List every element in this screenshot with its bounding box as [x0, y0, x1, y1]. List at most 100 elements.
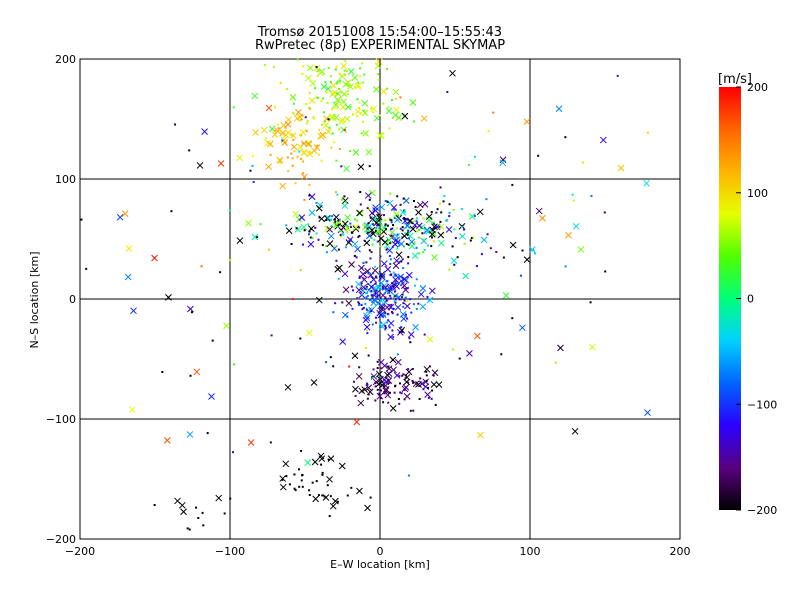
data-point-dot [336, 92, 339, 95]
data-point-dot [367, 282, 370, 285]
data-point-cross [401, 112, 409, 120]
data-point-dot [315, 232, 318, 235]
data-point-dot [315, 66, 318, 69]
data-point-dot [409, 341, 412, 344]
data-point-cross [125, 245, 133, 252]
data-point-dot [387, 319, 390, 322]
data-point-dot [335, 65, 338, 68]
data-point-dot [321, 123, 324, 126]
data-point-dot [382, 287, 385, 290]
data-point-dot [396, 195, 399, 198]
data-point-cross [351, 74, 359, 81]
data-point-dot [344, 246, 347, 249]
data-point-dot [366, 227, 369, 230]
data-point-dot [375, 321, 378, 324]
data-point-dot [384, 227, 387, 230]
data-point-dot [335, 259, 338, 262]
data-point-dot [294, 489, 297, 492]
data-point-cross [332, 221, 340, 229]
data-point-cross [201, 128, 208, 135]
data-point-dot [589, 301, 592, 304]
data-point-dot [331, 132, 334, 135]
data-point-dot [354, 394, 357, 397]
data-point-cross [426, 336, 434, 343]
data-point-dot [374, 292, 377, 295]
data-point-dot [341, 301, 344, 304]
data-point-dot [300, 157, 303, 160]
data-point-dot [389, 258, 392, 261]
data-point-cross [186, 431, 194, 438]
data-point-dot [325, 251, 328, 254]
data-point-dot [292, 102, 295, 105]
data-point-dot [406, 233, 409, 236]
data-point-dot [367, 354, 370, 357]
data-point-dot [351, 113, 354, 116]
data-point-dot [383, 314, 386, 317]
data-point-cross [459, 232, 466, 240]
data-point-dot [430, 397, 433, 400]
data-point-cross [346, 236, 354, 244]
data-point-dot [343, 128, 346, 131]
data-point-dot [425, 374, 428, 377]
data-point-dot [407, 243, 410, 246]
data-point-dot [386, 224, 389, 227]
data-point-dot [308, 91, 311, 94]
data-point-dot [407, 368, 410, 371]
data-point-cross [280, 136, 288, 144]
data-point-cross [326, 226, 334, 233]
data-point-dot [321, 97, 324, 100]
data-point-dot [369, 496, 372, 499]
data-point-cross [383, 241, 391, 249]
data-point-dot [564, 265, 567, 268]
data-point-dot [489, 247, 492, 250]
data-point-dot [382, 102, 385, 105]
data-point-cross [276, 156, 284, 164]
data-point-dot [393, 295, 396, 298]
data-point-dot [296, 155, 299, 158]
data-point-dot [487, 130, 490, 133]
data-point-dot [324, 81, 327, 84]
data-point-dot [379, 321, 382, 324]
data-point-dot [372, 368, 375, 371]
data-point-dot [313, 117, 316, 120]
data-point-cross [382, 287, 390, 295]
data-point-dot [188, 528, 191, 531]
data-point-dot [298, 485, 301, 488]
data-point-cross [395, 294, 403, 301]
data-point-dot [302, 65, 305, 68]
data-point-dot [358, 275, 361, 278]
data-point-dot [270, 334, 273, 337]
data-point-cross [300, 140, 308, 147]
data-point-dot [342, 233, 345, 236]
data-point-dot [335, 123, 338, 126]
data-point-cross [332, 103, 340, 111]
data-point-cross [435, 381, 443, 388]
data-point-cross [398, 326, 406, 334]
data-point-dot [453, 228, 456, 231]
axes: −200 −100 0 100 200 −200 −100 0 100 200 [46, 53, 691, 558]
data-point-cross [355, 372, 363, 380]
data-point-dot [189, 374, 192, 377]
data-point-cross [372, 204, 379, 211]
data-point-dot [206, 432, 209, 435]
data-point-dot [359, 203, 362, 206]
data-point-dot [431, 236, 434, 239]
data-point-dot [302, 160, 305, 163]
data-point-dot [316, 97, 319, 100]
data-point-dot [161, 370, 164, 373]
data-point-dot [202, 524, 205, 527]
data-point-cross [375, 380, 383, 388]
data-point-cross [468, 213, 476, 220]
data-point-cross [348, 261, 355, 268]
data-point-dot [363, 297, 366, 300]
data-point-dot [521, 249, 524, 252]
data-point-dot [358, 302, 361, 305]
data-point-dot [391, 245, 394, 248]
data-point-dot [366, 292, 369, 295]
data-point-cross [356, 487, 363, 495]
data-point-cross [387, 319, 395, 327]
data-point-dot [439, 186, 442, 189]
data-point-cross [260, 126, 268, 134]
data-point-dot [299, 269, 302, 272]
data-point-cross [282, 460, 290, 468]
